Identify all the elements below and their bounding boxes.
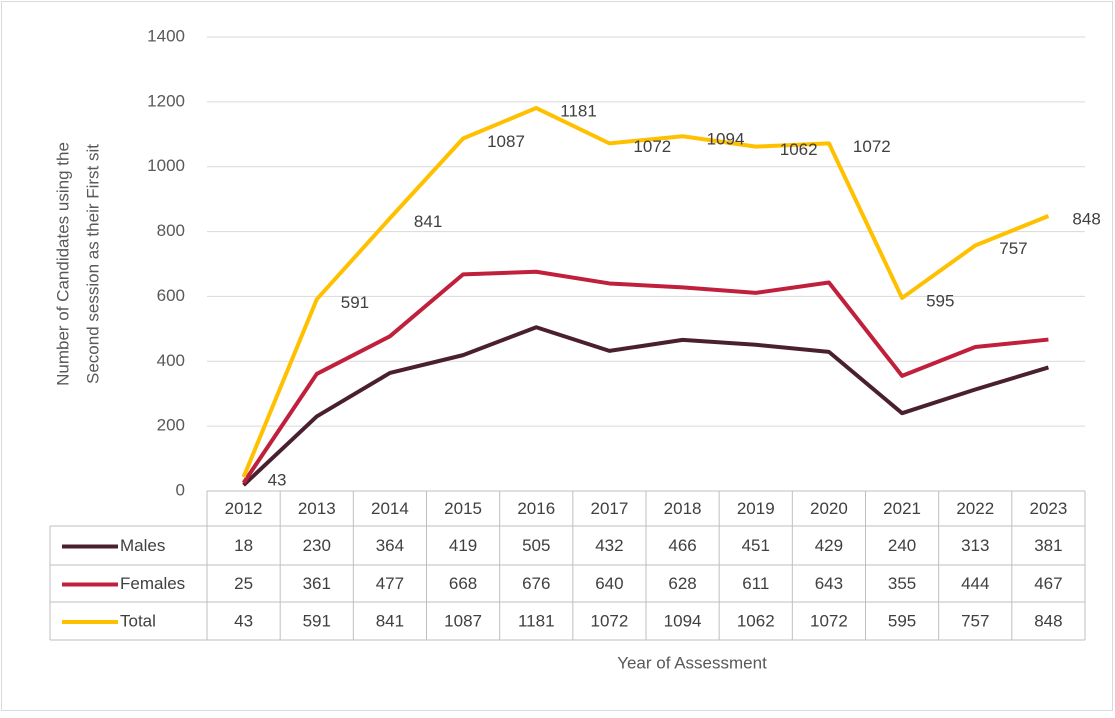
series-line	[242, 325, 1049, 487]
y-axis-label: Number of Candidates using the Second se…	[53, 142, 102, 386]
table-value: 668	[449, 574, 477, 593]
x-tick-label: 2012	[225, 499, 263, 518]
table-value: 640	[595, 574, 623, 593]
table-value: 432	[595, 536, 623, 555]
y-tick-label: 1400	[147, 26, 185, 45]
x-tick-label: 2020	[810, 499, 848, 518]
x-tick-label: 2015	[444, 499, 482, 518]
data-label: 848	[1072, 209, 1100, 228]
x-tick-label: 2014	[371, 499, 409, 518]
table-value: 43	[234, 611, 253, 630]
data-label: 595	[926, 292, 954, 311]
data-label: 1072	[633, 137, 671, 156]
table-value: 25	[234, 574, 253, 593]
table-value: 757	[961, 611, 989, 630]
table-value: 364	[376, 536, 404, 555]
data-label: 1062	[780, 140, 818, 159]
table-value: 628	[668, 574, 696, 593]
table-value: 848	[1034, 611, 1062, 630]
table-value: 313	[961, 536, 989, 555]
legend-label: Males	[120, 536, 165, 555]
x-tick-label: 2016	[517, 499, 555, 518]
table-value: 467	[1034, 574, 1062, 593]
table-value: 419	[449, 536, 477, 555]
table-value: 1072	[810, 611, 848, 630]
table-value: 676	[522, 574, 550, 593]
data-label: 591	[341, 293, 369, 312]
table-value: 361	[303, 574, 331, 593]
table-value: 643	[815, 574, 843, 593]
data-label: 757	[999, 239, 1027, 258]
x-tick-label: 2017	[591, 499, 629, 518]
table-value: 841	[376, 611, 404, 630]
y-tick-label: 400	[157, 351, 185, 370]
y-tick-label: 200	[157, 416, 185, 435]
table-value: 18	[234, 536, 253, 555]
y-tick-label: 1000	[147, 156, 185, 175]
table-value: 466	[668, 536, 696, 555]
y-tick-label: 1200	[147, 91, 185, 110]
x-tick-label: 2023	[1030, 499, 1068, 518]
table-value: 611	[742, 574, 769, 593]
y-axis-label-line: Number of Candidates using the	[53, 142, 72, 386]
legend-label: Females	[120, 574, 185, 593]
data-label: 43	[268, 471, 287, 490]
table-value: 355	[888, 574, 916, 593]
legend-label: Total	[120, 611, 156, 630]
table-value: 1062	[737, 611, 775, 630]
table-value: 505	[522, 536, 550, 555]
x-tick-label: 2013	[298, 499, 336, 518]
series-line	[241, 106, 1050, 478]
data-label: 1072	[853, 137, 891, 156]
y-tick-label: 600	[157, 286, 185, 305]
table-value: 1094	[664, 611, 702, 630]
table-value: 1087	[444, 611, 482, 630]
series-line	[241, 269, 1049, 485]
table-value: 1072	[591, 611, 629, 630]
data-label: 841	[414, 212, 442, 231]
x-axis-label: Year of Assessment	[617, 653, 767, 672]
x-tick-label: 2021	[883, 499, 921, 518]
table-value: 444	[961, 574, 989, 593]
table-value: 477	[376, 574, 404, 593]
table-value: 595	[888, 611, 916, 630]
data-label: 1087	[487, 132, 525, 151]
x-tick-label: 2022	[956, 499, 994, 518]
y-tick-label: 800	[157, 221, 185, 240]
x-tick-label: 2018	[664, 499, 702, 518]
table-value: 591	[303, 611, 331, 630]
table-value: 429	[815, 536, 843, 555]
data-label: 1181	[560, 102, 597, 121]
table-value: 230	[303, 536, 331, 555]
y-axis-label-line: Second session as their First sit	[83, 144, 102, 384]
table-value: 381	[1034, 536, 1062, 555]
table-value: 451	[742, 536, 770, 555]
table-value: 1181	[518, 611, 555, 630]
x-tick-label: 2019	[737, 499, 775, 518]
data-label: 1094	[707, 130, 745, 149]
table-value: 240	[888, 536, 916, 555]
y-tick-label: 0	[176, 480, 185, 499]
